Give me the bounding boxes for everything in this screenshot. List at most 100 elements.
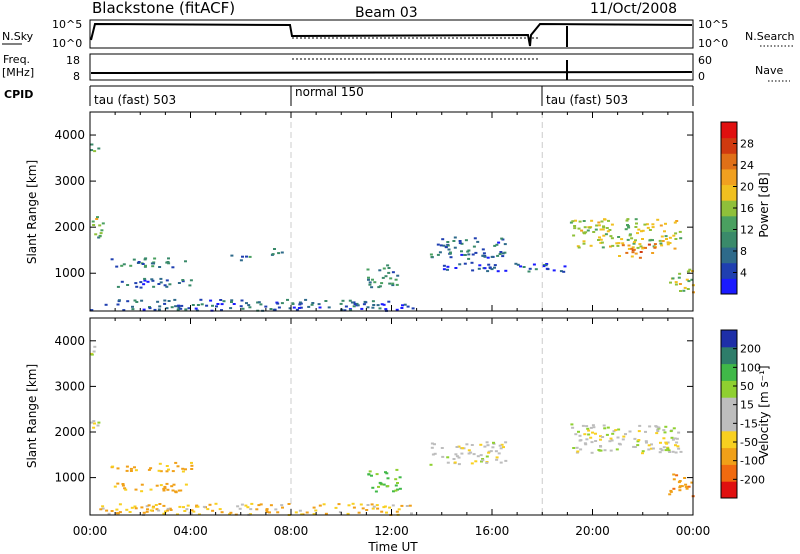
colorbar-swatch	[721, 122, 737, 139]
data-cell	[496, 254, 500, 257]
data-cell	[156, 300, 160, 303]
data-cell	[118, 503, 122, 506]
x-tick-label: 00:00	[676, 524, 711, 538]
data-cell	[599, 238, 603, 241]
data-cell	[184, 308, 188, 311]
data-cell	[626, 224, 629, 226]
data-cell	[597, 224, 601, 227]
data-cell	[150, 278, 154, 281]
data-cell	[636, 232, 639, 235]
data-cell	[433, 443, 436, 446]
data-cell	[368, 283, 372, 286]
nsky-line	[90, 22, 693, 47]
data-cell	[573, 225, 577, 227]
data-cell	[671, 277, 675, 280]
data-cell	[128, 511, 132, 513]
data-cell	[274, 508, 278, 511]
data-cell	[429, 253, 433, 256]
data-cell	[219, 299, 223, 301]
data-cell	[387, 271, 391, 274]
data-cell	[371, 300, 375, 303]
data-cell	[670, 436, 674, 439]
data-cell	[370, 474, 373, 477]
data-cell	[158, 266, 162, 268]
data-cell	[126, 284, 130, 286]
data-cell	[634, 218, 638, 221]
data-cell	[265, 509, 269, 512]
data-cell	[121, 483, 125, 485]
velocity-ylabel: Slant Range [km]	[25, 364, 39, 468]
data-cell	[636, 444, 640, 447]
data-cell	[177, 282, 181, 284]
data-cell	[653, 243, 657, 246]
data-cell	[298, 509, 302, 512]
data-cell	[397, 508, 401, 511]
data-cell	[617, 242, 621, 245]
data-cell	[110, 258, 114, 261]
data-cell	[188, 284, 192, 287]
data-cell	[176, 513, 179, 516]
data-cell	[581, 424, 585, 427]
data-cell	[265, 511, 269, 513]
colorbar-swatch	[721, 464, 737, 482]
data-cell	[634, 239, 637, 242]
data-cell	[678, 489, 682, 492]
data-cell	[384, 471, 387, 474]
data-cell	[479, 454, 483, 457]
data-cell	[645, 441, 648, 444]
data-cell	[239, 259, 243, 262]
data-cell	[609, 449, 613, 452]
data-cell	[662, 446, 666, 449]
data-cell	[497, 241, 501, 244]
data-cell	[167, 257, 170, 260]
data-cell	[122, 263, 126, 266]
data-cell	[366, 504, 370, 506]
data-cell	[446, 265, 450, 268]
data-cell	[627, 226, 631, 229]
data-cell	[339, 302, 343, 305]
data-cell	[633, 437, 637, 440]
data-cell	[368, 281, 372, 284]
data-cell	[495, 243, 499, 246]
data-cell	[651, 226, 655, 229]
data-cell	[671, 450, 675, 453]
data-cell	[663, 431, 667, 434]
data-cell	[453, 246, 457, 249]
data-cell	[618, 443, 622, 446]
colorbar-swatch	[721, 397, 737, 415]
data-cell	[222, 300, 226, 303]
data-cell	[125, 465, 129, 468]
data-cell	[464, 239, 468, 242]
data-cell	[389, 277, 393, 280]
data-cell	[196, 505, 200, 508]
data-cell	[486, 444, 490, 447]
data-cell	[467, 257, 471, 260]
cpid-segment-1: tau (fast) 503	[94, 93, 176, 107]
data-cell	[202, 505, 206, 508]
data-cell	[307, 305, 311, 308]
data-cell	[129, 264, 133, 267]
data-cell	[180, 304, 184, 307]
data-cell	[607, 219, 610, 222]
data-cell	[678, 230, 682, 233]
data-cell	[153, 257, 157, 260]
data-cell	[494, 450, 498, 453]
data-cell	[611, 432, 615, 435]
data-cell	[365, 509, 369, 511]
data-cell	[485, 455, 489, 458]
data-cell	[392, 490, 395, 493]
data-cell	[595, 224, 599, 227]
data-cell	[455, 455, 459, 458]
data-cell	[151, 265, 155, 268]
y-tick-label: 1000	[54, 471, 85, 485]
data-cell	[359, 503, 363, 506]
data-cell	[229, 511, 233, 514]
data-cell	[411, 307, 415, 310]
data-cell	[666, 241, 670, 244]
power-panel: 1000 2000 3000 4000 Slant Range [km] 4 8 12 16…	[25, 111, 771, 312]
data-cell	[628, 234, 632, 237]
data-cell	[115, 265, 119, 268]
data-cell	[380, 303, 384, 306]
power-frame	[89, 111, 694, 312]
data-cell	[186, 504, 190, 507]
